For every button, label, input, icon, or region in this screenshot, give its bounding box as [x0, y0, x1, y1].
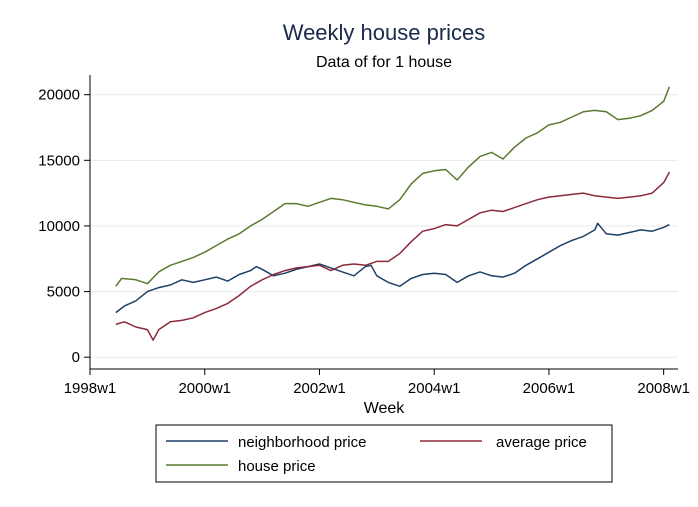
y-axis-ticks: 0 5000 10000 15000 20000: [38, 87, 90, 366]
x-tick-label-1998w1: 1998w1: [64, 380, 117, 397]
x-axis-ticks: 1998w1 2000w1 2002w1 2004w1 2006w1 2008w1: [64, 369, 690, 397]
legend: neighborhood price average price house p…: [155, 424, 613, 483]
series-group: [115, 86, 671, 341]
grid-lines: [90, 94, 678, 358]
x-tick-label-2006w1: 2006w1: [523, 380, 576, 397]
series-line-average-price: [115, 171, 671, 341]
legend-label-neighborhood-price: neighborhood price: [238, 434, 366, 451]
y-tick-label-0: 0: [72, 349, 80, 366]
legend-label-house-price: house price: [238, 458, 316, 475]
legend-label-average-price: average price: [496, 434, 587, 451]
series-line-house-price: [115, 86, 671, 287]
x-tick-label-2002w1: 2002w1: [293, 380, 346, 397]
y-tick-label-15000: 15000: [38, 152, 80, 169]
x-tick-label-2000w1: 2000w1: [178, 380, 231, 397]
y-tick-label-10000: 10000: [38, 218, 80, 235]
x-axis-label: Week: [364, 400, 406, 417]
x-tick-label-2008w1: 2008w1: [637, 380, 690, 397]
series-line-neighborhood-price: [115, 222, 670, 314]
chart-title: Weekly house prices: [283, 20, 486, 45]
y-tick-label-20000: 20000: [38, 87, 80, 104]
y-tick-label-5000: 5000: [47, 284, 80, 301]
chart-subtitle: Data of for 1 house: [316, 54, 452, 71]
x-tick-label-2004w1: 2004w1: [408, 380, 461, 397]
legend-box: [155, 424, 613, 483]
